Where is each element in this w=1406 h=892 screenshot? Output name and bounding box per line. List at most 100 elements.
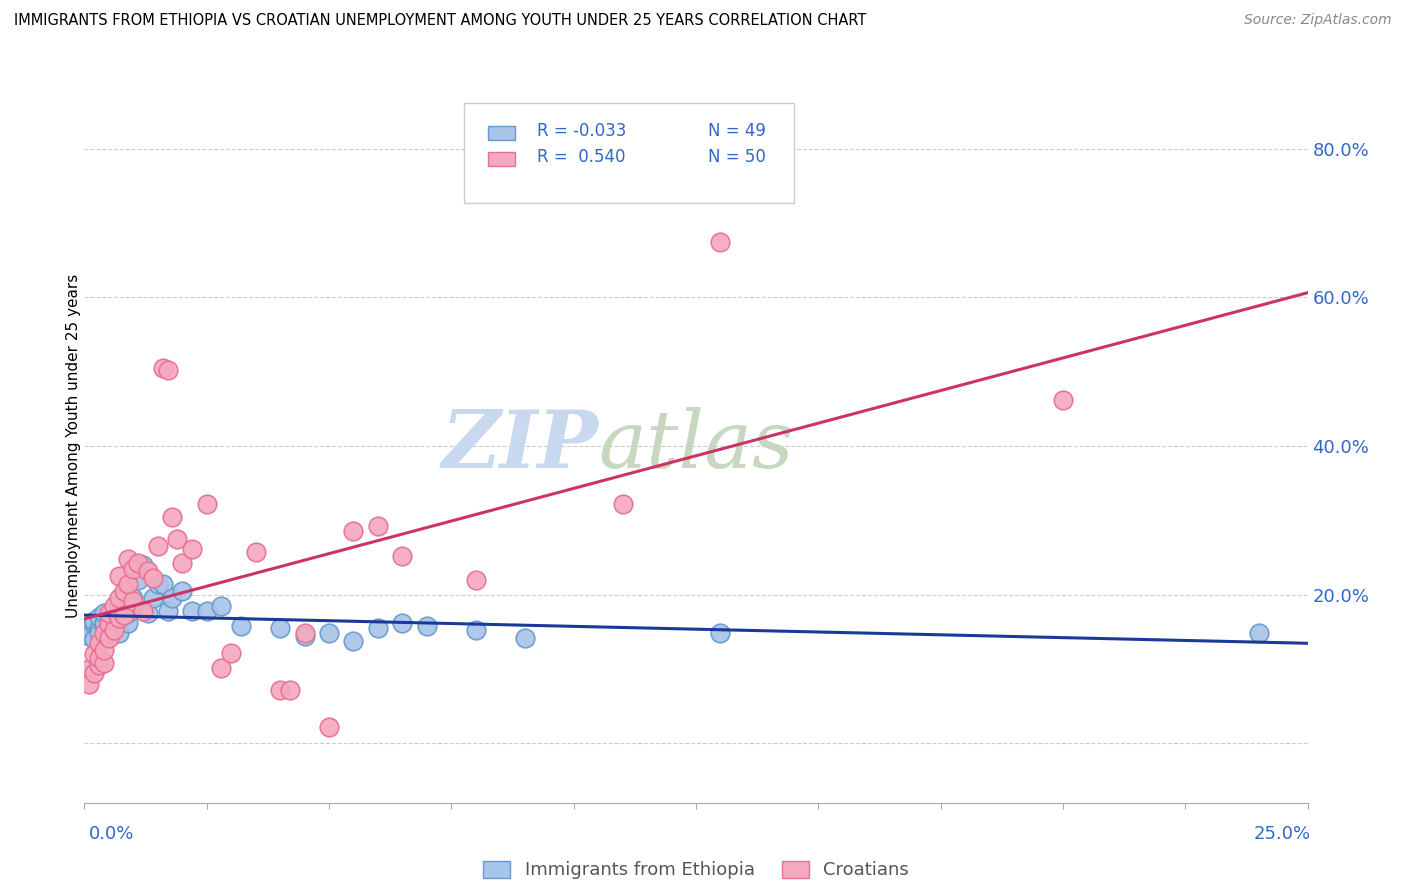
Point [97, 631, 120, 645]
Point [112, 583, 135, 598]
Point [87, 626, 110, 640]
Point [83, 632, 105, 647]
Point [117, 552, 139, 566]
Point [181, 604, 204, 618]
FancyBboxPatch shape [488, 127, 515, 140]
Text: 0.0%: 0.0% [89, 825, 134, 843]
Text: N = 49: N = 49 [709, 122, 766, 140]
Point [83, 665, 105, 680]
Point [391, 549, 413, 563]
Point [132, 558, 155, 572]
Point [1247, 626, 1270, 640]
Point [229, 619, 252, 633]
Point [269, 682, 291, 697]
Point [83, 614, 105, 628]
Point [107, 614, 129, 628]
Point [107, 569, 129, 583]
Point [122, 593, 145, 607]
Point [1052, 392, 1074, 407]
Point [87, 610, 110, 624]
Text: R =  0.540: R = 0.540 [537, 148, 626, 166]
Point [318, 626, 340, 640]
Point [416, 619, 439, 633]
Point [87, 651, 110, 665]
Point [709, 235, 731, 249]
Point [142, 571, 165, 585]
Point [87, 658, 110, 673]
Point [97, 611, 120, 625]
Point [294, 628, 316, 642]
Point [318, 720, 340, 734]
Point [122, 562, 145, 576]
Point [103, 624, 125, 638]
Point [342, 524, 364, 539]
Point [117, 607, 139, 621]
Point [513, 631, 536, 645]
Point [162, 591, 184, 606]
Point [112, 608, 135, 623]
Point [464, 573, 486, 587]
Point [117, 615, 139, 630]
Point [112, 608, 135, 623]
Point [181, 541, 204, 556]
Point [77, 628, 100, 642]
Text: R = -0.033: R = -0.033 [537, 122, 626, 140]
Point [152, 576, 174, 591]
Text: Source: ZipAtlas.com: Source: ZipAtlas.com [1244, 13, 1392, 28]
Point [269, 621, 291, 635]
Point [156, 604, 179, 618]
Point [93, 643, 115, 657]
Point [93, 626, 115, 640]
Point [209, 599, 232, 613]
Point [127, 557, 149, 571]
Legend: Immigrants from Ethiopia, Croatians: Immigrants from Ethiopia, Croatians [475, 854, 917, 887]
Point [122, 591, 145, 606]
Y-axis label: Unemployment Among Youth under 25 years: Unemployment Among Youth under 25 years [66, 274, 80, 618]
Point [342, 633, 364, 648]
Point [112, 602, 135, 616]
Text: atlas: atlas [598, 408, 793, 484]
Point [93, 607, 115, 621]
FancyBboxPatch shape [464, 103, 794, 203]
Point [391, 615, 413, 630]
Text: IMMIGRANTS FROM ETHIOPIA VS CROATIAN UNEMPLOYMENT AMONG YOUTH UNDER 25 YEARS COR: IMMIGRANTS FROM ETHIOPIA VS CROATIAN UNE… [14, 13, 866, 29]
Point [709, 626, 731, 640]
Point [278, 682, 301, 697]
Point [97, 607, 120, 621]
Point [162, 509, 184, 524]
Point [77, 662, 100, 676]
Point [195, 604, 218, 618]
Point [93, 656, 115, 670]
Point [103, 599, 125, 613]
Text: 25.0%: 25.0% [1253, 825, 1310, 843]
Point [367, 621, 389, 635]
Point [156, 363, 179, 377]
Point [152, 360, 174, 375]
Point [107, 611, 129, 625]
Point [87, 621, 110, 635]
Point [77, 677, 100, 691]
Point [195, 497, 218, 511]
Point [142, 591, 165, 606]
Point [97, 617, 120, 632]
Point [122, 599, 145, 613]
Point [146, 539, 169, 553]
Point [107, 591, 129, 606]
Point [612, 497, 634, 511]
Text: ZIP: ZIP [441, 408, 598, 484]
Point [219, 646, 242, 660]
Point [294, 626, 316, 640]
Point [367, 519, 389, 533]
Point [209, 660, 232, 674]
Point [83, 647, 105, 661]
Point [97, 628, 120, 642]
Point [83, 617, 105, 632]
Point [172, 557, 194, 571]
Point [93, 615, 115, 630]
Point [127, 573, 149, 587]
Point [132, 604, 155, 618]
Point [87, 636, 110, 650]
Point [166, 532, 188, 546]
Point [103, 617, 125, 632]
Point [117, 576, 139, 591]
